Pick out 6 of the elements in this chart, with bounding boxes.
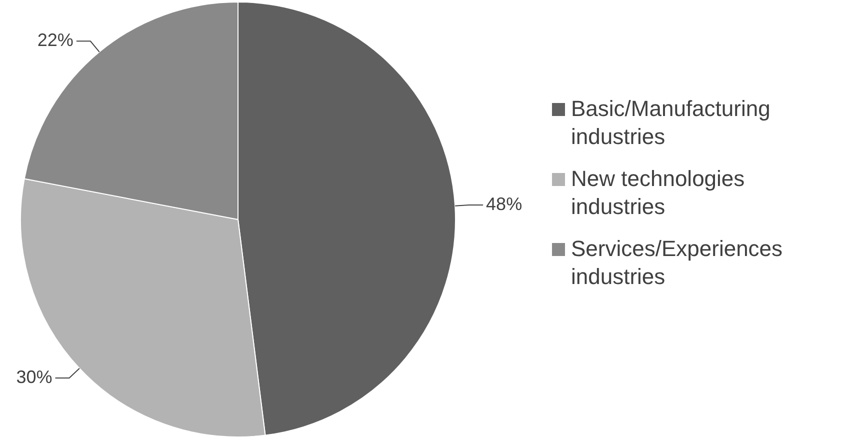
- data-label: 22%: [37, 30, 74, 50]
- data-label: 48%: [486, 194, 522, 214]
- legend-label: New technologies industries: [571, 165, 746, 221]
- legend-label: Basic/Manufacturing industries: [571, 95, 772, 151]
- data-label: 30%: [16, 366, 52, 387]
- legend-label: Services/Experiences industries: [571, 235, 784, 291]
